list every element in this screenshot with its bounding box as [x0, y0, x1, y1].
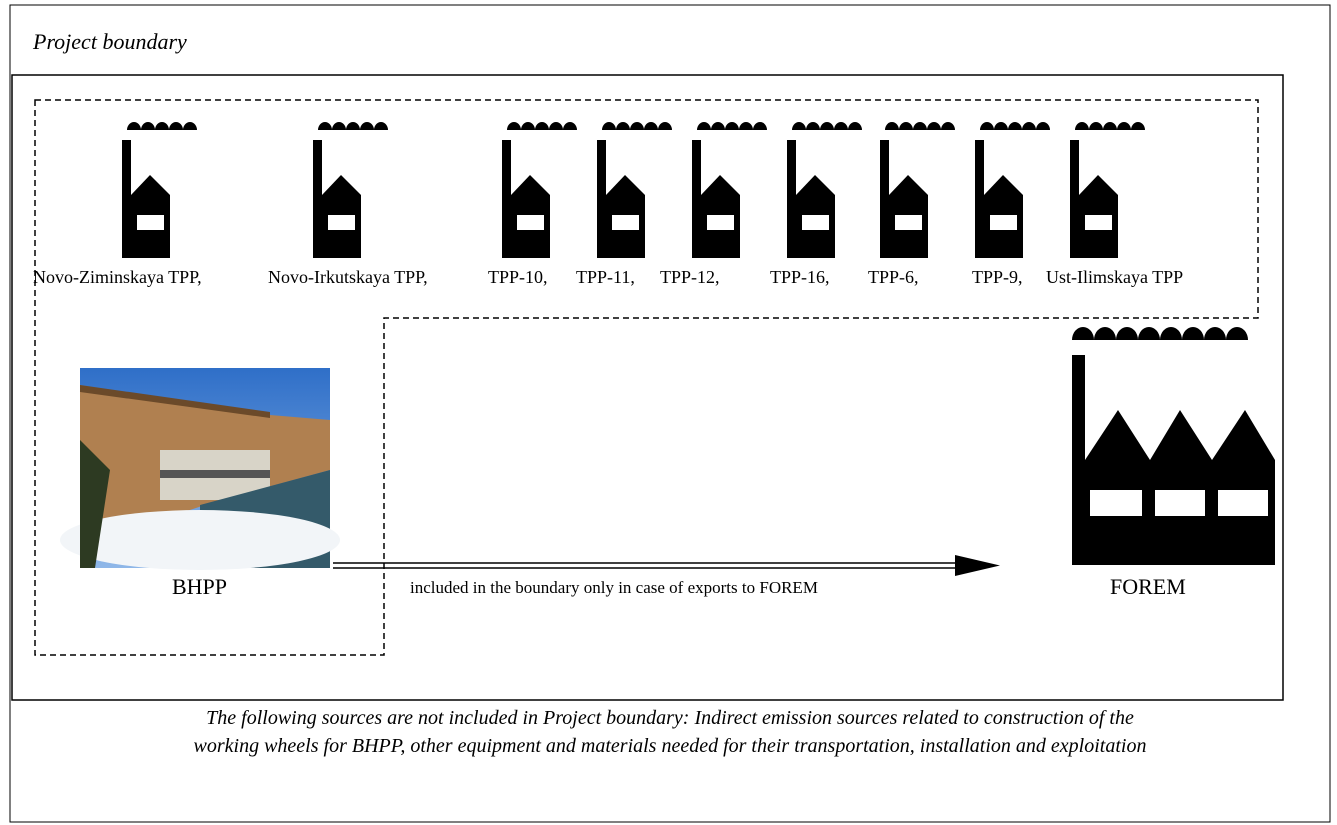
- plant-label: TPP-6,: [868, 267, 919, 287]
- tpp-icon: [880, 122, 955, 258]
- forem-label: FOREM: [1110, 574, 1186, 599]
- smoke: [127, 122, 197, 130]
- plant-label: Ust-Ilimskaya TPP: [1046, 267, 1183, 287]
- smoke: [980, 122, 1050, 130]
- plant-label: TPP-12,: [660, 267, 720, 287]
- chimney: [1070, 140, 1079, 258]
- smoke: [1075, 122, 1145, 130]
- chimney: [597, 140, 606, 258]
- window: [612, 215, 639, 230]
- chimney: [313, 140, 322, 258]
- window: [517, 215, 544, 230]
- window: [328, 215, 355, 230]
- tpp-icon: [787, 122, 862, 258]
- bhpp-label: BHPP: [172, 574, 227, 599]
- boundary-title: Project boundary: [32, 29, 187, 54]
- smoke: [697, 122, 767, 130]
- tpp-icon: [122, 122, 197, 258]
- chimney: [502, 140, 511, 258]
- bhpp-photo: [60, 368, 340, 570]
- tpp-icon: [692, 122, 767, 258]
- chimney: [880, 140, 889, 258]
- plant-label: Novo-Irkutskaya TPP,: [268, 267, 428, 287]
- footnote-line: working wheels for BHPP, other equipment…: [194, 735, 1147, 757]
- tpp-icon: [975, 122, 1050, 258]
- tpp-icon: [502, 122, 577, 258]
- chimney: [975, 140, 984, 258]
- footnote-line: The following sources are not included i…: [206, 707, 1134, 729]
- window: [990, 215, 1017, 230]
- window: [707, 215, 734, 230]
- chimney: [692, 140, 701, 258]
- chimney: [787, 140, 796, 258]
- window: [1085, 215, 1112, 230]
- plant-label: Novo-Ziminskaya TPP,: [33, 267, 202, 287]
- plant-label: TPP-10,: [488, 267, 548, 287]
- tpp-icon: [597, 122, 672, 258]
- smoke: [318, 122, 388, 130]
- arrow-label: included in the boundary only in case of…: [410, 578, 818, 597]
- arrow-head: [955, 555, 1000, 576]
- window: [895, 215, 922, 230]
- smoke: [885, 122, 955, 130]
- tpp-icon: [313, 122, 388, 258]
- window: [802, 215, 829, 230]
- forem-factory: [1072, 327, 1275, 565]
- smoke: [602, 122, 672, 130]
- plant-label: TPP-11,: [576, 267, 635, 287]
- smoke: [792, 122, 862, 130]
- window: [137, 215, 164, 230]
- tpp-icon: [1070, 122, 1145, 258]
- page: Project boundary BHPP included in the bo…: [0, 0, 1337, 825]
- plant-label: TPP-9,: [972, 267, 1023, 287]
- diagram: Project boundary BHPP included in the bo…: [0, 0, 1337, 825]
- plant-label: TPP-16,: [770, 267, 830, 287]
- chimney: [122, 140, 131, 258]
- smoke: [507, 122, 577, 130]
